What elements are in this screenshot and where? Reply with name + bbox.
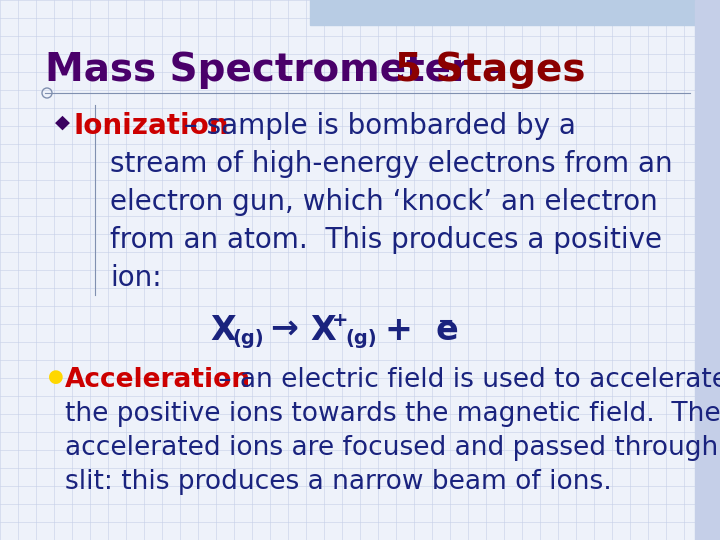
Text: Mass Spectrometer –: Mass Spectrometer –: [45, 51, 517, 89]
Text: Acceleration: Acceleration: [65, 367, 251, 393]
Text: +  e: + e: [385, 314, 459, 347]
Bar: [310, 0, 720, 25]
Text: 5 Stages: 5 Stages: [395, 51, 585, 89]
Text: the positive ions towards the magnetic field.  The: the positive ions towards the magnetic f…: [65, 401, 720, 427]
Text: accelerated ions are focused and passed through a: accelerated ions are focused and passed …: [65, 435, 720, 461]
Bar: [695, 0, 720, 540]
Text: from an atom.  This produces a positive: from an atom. This produces a positive: [110, 226, 662, 254]
Text: ion:: ion:: [110, 264, 161, 292]
Text: ●: ●: [48, 368, 64, 386]
Text: Ionization: Ionization: [73, 112, 228, 140]
Text: ◆: ◆: [55, 113, 70, 132]
Text: (g): (g): [232, 329, 264, 348]
Text: stream of high-energy electrons from an: stream of high-energy electrons from an: [110, 150, 672, 178]
Text: (g): (g): [345, 329, 377, 348]
Text: – sample is bombarded by a: – sample is bombarded by a: [175, 112, 576, 140]
Text: – an electric field is used to accelerate: – an electric field is used to accelerat…: [210, 367, 720, 393]
Text: slit: this produces a narrow beam of ions.: slit: this produces a narrow beam of ion…: [65, 469, 612, 495]
Text: +: +: [332, 312, 348, 330]
Text: →: →: [270, 312, 298, 345]
Text: X: X: [210, 314, 235, 347]
Text: X: X: [310, 314, 336, 347]
Text: electron gun, which ‘knock’ an electron: electron gun, which ‘knock’ an electron: [110, 188, 658, 216]
Text: −: −: [438, 312, 454, 330]
